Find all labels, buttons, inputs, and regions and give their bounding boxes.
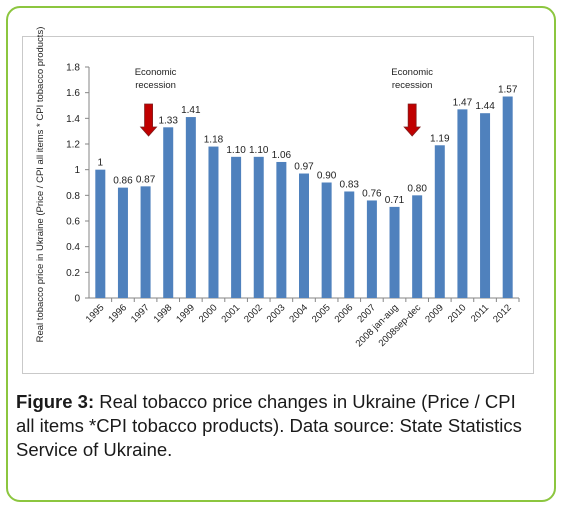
data-label: 0.90: [317, 171, 337, 182]
data-label: 0.71: [385, 195, 405, 206]
annotation-text: recession: [135, 80, 176, 91]
x-tick-label: 2011: [469, 302, 491, 324]
data-label: 1.33: [158, 115, 178, 126]
x-tick-label: 2000: [197, 302, 220, 325]
bar: [321, 182, 332, 298]
caption-label: Figure 3:: [16, 391, 95, 412]
data-label: 0.83: [340, 179, 360, 190]
y-tick-label: 1: [74, 165, 80, 176]
y-tick-label: 0.2: [66, 268, 80, 279]
data-label: 1.10: [249, 145, 269, 156]
bar: [276, 161, 287, 298]
x-tick-label: 1997: [129, 302, 152, 325]
bar: [95, 169, 106, 298]
x-tick-label: 1999: [174, 302, 197, 325]
data-label: 0.76: [362, 188, 382, 199]
data-label: 1: [98, 158, 104, 169]
data-label: 1.10: [226, 145, 246, 156]
bar: [117, 187, 128, 298]
data-label: 0.87: [136, 174, 156, 185]
data-label: 0.86: [113, 176, 133, 187]
data-label: 1.47: [453, 97, 473, 108]
y-tick-label: 0: [74, 294, 80, 305]
data-label: 0.97: [294, 162, 314, 173]
x-tick-label: 2003: [265, 302, 288, 325]
x-tick-label: 2005: [310, 302, 333, 325]
x-tick-label: 2010: [446, 302, 469, 325]
bar: [163, 127, 174, 298]
y-tick-label: 0.6: [66, 217, 80, 228]
y-tick-label: 1.6: [66, 88, 80, 99]
bar: [480, 113, 491, 298]
recession-arrow-icon: [139, 103, 158, 137]
annotation-text: Economic: [135, 67, 177, 78]
x-tick-label: 1996: [106, 302, 129, 325]
bar: [299, 173, 309, 298]
x-tick-label: 2002: [242, 302, 265, 325]
y-axis-title: Real tobacco price in Ukraine (Price / C…: [35, 27, 46, 343]
data-label: 0.80: [407, 183, 427, 194]
y-tick-label: 1.4: [66, 114, 80, 125]
data-label: 1.06: [272, 150, 292, 161]
caption-text: Real tobacco price changes in Ukraine (P…: [16, 391, 522, 460]
y-tick-label: 0.4: [66, 242, 80, 253]
x-tick-label: 1998: [152, 302, 175, 325]
bar: [457, 109, 468, 298]
x-tick-label: 1995: [84, 302, 107, 325]
x-tick-label: 2001: [219, 302, 242, 325]
bar: [366, 200, 377, 298]
y-tick-label: 1.8: [66, 63, 80, 74]
data-label: 1.41: [181, 105, 201, 116]
bar-chart: 0 0.2 0.4 0.6 0.8 1 1.2 1.4 1.6 1.8 Real tobacco p…: [35, 27, 520, 349]
bar: [208, 146, 219, 298]
y-tick-label: 0.8: [66, 191, 80, 202]
bar: [140, 186, 151, 298]
bar: [231, 156, 242, 298]
bar: [434, 145, 445, 298]
x-tick-label: 2006: [333, 302, 356, 325]
bar: [389, 206, 400, 298]
data-label: 1.18: [204, 135, 224, 146]
recession-arrow-icon: [403, 103, 422, 137]
annotation-text: recession: [392, 80, 433, 91]
x-tick-label: 2012: [491, 302, 514, 325]
data-label: 1.19: [430, 133, 450, 144]
bar: [185, 117, 196, 298]
data-label: 1.44: [475, 101, 495, 112]
chart-border: [22, 36, 534, 374]
x-tick-label: 2009: [423, 302, 446, 325]
data-label: 1.57: [498, 85, 518, 96]
bar: [253, 156, 264, 298]
x-tick-label: 2004: [287, 302, 310, 325]
figure-caption: Figure 3: Real tobacco price changes in …: [16, 390, 536, 462]
bar: [412, 195, 423, 298]
bar: [502, 96, 513, 299]
annotation-text: Economic: [391, 67, 433, 78]
y-tick-label: 1.2: [66, 140, 80, 151]
bar: [344, 191, 355, 298]
